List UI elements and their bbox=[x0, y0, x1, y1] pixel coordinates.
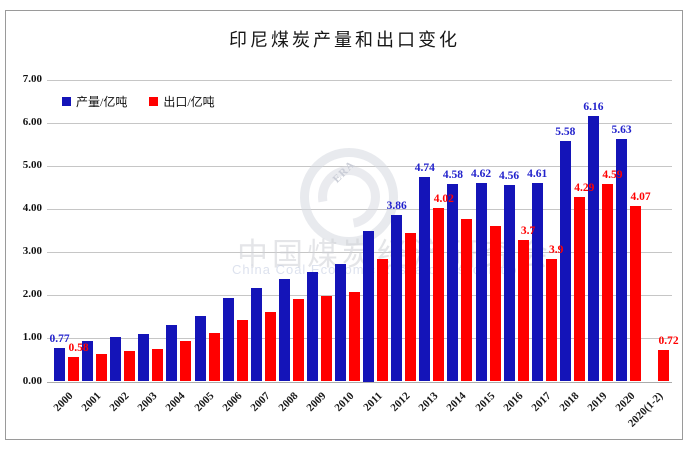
production-value-label: 0.77 bbox=[49, 333, 70, 346]
export-bar bbox=[96, 353, 108, 382]
export-swatch-icon bbox=[149, 97, 159, 106]
export-bar bbox=[405, 233, 417, 382]
export-bar bbox=[573, 196, 585, 382]
production-bar bbox=[616, 139, 627, 382]
export-bar bbox=[236, 319, 248, 382]
production-bar bbox=[419, 177, 431, 382]
grid-line bbox=[47, 209, 672, 211]
export-value-label: 4.02 bbox=[433, 193, 454, 206]
grid-line bbox=[47, 381, 672, 383]
production-value-label: 6.16 bbox=[583, 101, 604, 114]
export-bar bbox=[630, 206, 641, 382]
production-bar bbox=[363, 230, 375, 382]
export-bar bbox=[658, 350, 670, 382]
production-swatch-icon bbox=[62, 97, 71, 106]
legend: 产量/亿吨 出口/亿吨 bbox=[62, 93, 237, 110]
production-bar bbox=[335, 263, 346, 382]
y-axis-tick-label: 6.00 bbox=[22, 116, 42, 129]
production-bar bbox=[531, 182, 543, 382]
grid-line bbox=[47, 123, 672, 125]
export-bar bbox=[264, 311, 276, 382]
y-axis-tick-label: 3.00 bbox=[22, 245, 42, 258]
export-bar bbox=[68, 356, 79, 382]
production-bar bbox=[475, 182, 487, 382]
export-value-label: 0.58 bbox=[68, 341, 89, 354]
production-bar bbox=[166, 325, 178, 382]
production-bar bbox=[278, 278, 290, 382]
export-bar bbox=[433, 208, 445, 382]
production-bar bbox=[194, 316, 206, 382]
export-bar bbox=[517, 239, 529, 382]
production-bar bbox=[82, 341, 94, 382]
production-bar bbox=[559, 141, 571, 382]
legend-label-export: 出口/亿吨 bbox=[163, 95, 215, 109]
grid-line bbox=[47, 252, 672, 254]
production-value-label: 5.63 bbox=[611, 124, 632, 136]
legend-item-production: 产量/亿吨 bbox=[62, 93, 127, 110]
export-bar bbox=[180, 341, 192, 382]
export-bar bbox=[377, 259, 389, 382]
y-axis-tick-label: 2.00 bbox=[22, 288, 42, 301]
y-axis-tick-label: 0.00 bbox=[22, 374, 42, 387]
production-value-label: 4.74 bbox=[414, 162, 435, 175]
production-value-label: 5.58 bbox=[555, 126, 576, 139]
y-axis-tick-label: 1.00 bbox=[22, 331, 42, 344]
production-bar bbox=[391, 215, 403, 382]
export-bar bbox=[461, 219, 473, 382]
production-bar bbox=[503, 185, 515, 382]
production-bar bbox=[138, 334, 150, 382]
export-value-label: 4.59 bbox=[602, 168, 623, 181]
legend-item-export: 出口/亿吨 bbox=[149, 93, 215, 110]
production-value-label: 3.86 bbox=[386, 200, 407, 213]
export-bar bbox=[292, 299, 304, 382]
export-bar bbox=[320, 296, 332, 382]
production-bar bbox=[306, 271, 318, 382]
export-bar bbox=[349, 291, 360, 382]
production-bar bbox=[110, 337, 122, 382]
export-bar bbox=[489, 225, 501, 382]
production-bar bbox=[222, 298, 234, 382]
export-bar bbox=[152, 349, 164, 382]
production-value-label: 4.58 bbox=[442, 169, 463, 182]
production-value-label: 4.56 bbox=[499, 170, 520, 183]
production-bar bbox=[250, 288, 262, 382]
export-value-label: 4.29 bbox=[574, 181, 595, 194]
export-bar bbox=[124, 351, 136, 382]
production-bar bbox=[587, 116, 599, 382]
y-axis-tick-label: 5.00 bbox=[22, 159, 42, 172]
export-value-label: 0.72 bbox=[658, 335, 679, 348]
chart-title: 印尼煤炭产量和出口变化 bbox=[229, 30, 460, 50]
production-bar bbox=[447, 184, 459, 382]
production-bar bbox=[54, 348, 65, 382]
production-value-label: 4.61 bbox=[527, 167, 548, 180]
legend-label-production: 产量/亿吨 bbox=[76, 95, 128, 109]
y-axis-tick-label: 7.00 bbox=[22, 73, 42, 85]
export-bar bbox=[208, 333, 220, 382]
export-value-label: 4.07 bbox=[630, 191, 651, 204]
grid-line bbox=[47, 80, 672, 81]
export-bar bbox=[545, 258, 557, 382]
grid-line bbox=[47, 166, 672, 168]
production-value-label: 4.62 bbox=[470, 167, 492, 180]
export-value-label: 3.9 bbox=[549, 243, 564, 256]
y-axis-tick-label: 4.00 bbox=[22, 202, 42, 215]
export-value-label: 3.7 bbox=[520, 224, 536, 237]
export-bar bbox=[601, 183, 613, 382]
